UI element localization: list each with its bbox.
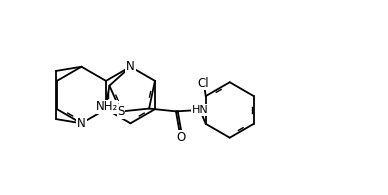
Text: HN: HN [192,105,208,115]
Text: O: O [177,131,186,144]
Text: Cl: Cl [197,77,209,90]
Text: S: S [117,105,125,118]
Text: N: N [126,60,135,73]
Text: NH₂: NH₂ [95,100,118,113]
Text: N: N [77,117,86,130]
